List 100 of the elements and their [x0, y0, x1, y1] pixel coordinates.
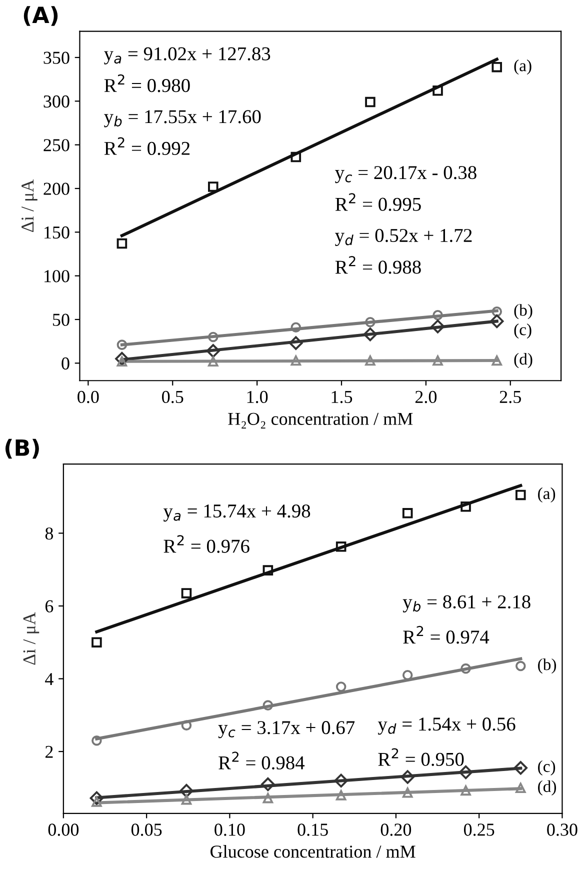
x-tick-label: 0.05 [131, 824, 162, 836]
point [208, 332, 218, 342]
point [90, 791, 104, 805]
series-label: (a) [538, 487, 556, 503]
x-tick-label: 0.15 [298, 824, 328, 836]
point [363, 327, 378, 342]
x-tick-label: 0.30 [547, 824, 578, 836]
annotation: R$^{2}$ = 0.995 [335, 193, 421, 211]
point [402, 670, 413, 680]
point [492, 62, 502, 72]
point [181, 794, 192, 805]
x-axis-title: Glucose concentration / mM [210, 845, 416, 858]
y-tick-label: 8 [45, 527, 54, 540]
annotation: y$_{a}$ = 91.02x + 127.83 [104, 47, 270, 64]
series-label: (c) [538, 760, 556, 776]
series-label: (c) [514, 324, 532, 339]
point [432, 86, 443, 96]
annotation: R$^{2}$ = 0.980 [104, 74, 190, 92]
point [336, 542, 346, 552]
point [400, 770, 414, 784]
point [116, 238, 128, 249]
y-tick-label: 300 [44, 95, 70, 108]
point [116, 340, 128, 350]
y-tick-label: 50 [53, 314, 70, 326]
y-tick-label: 350 [44, 52, 70, 64]
point [290, 152, 302, 162]
annotation: R$^{2}$ = 0.976 [164, 535, 250, 553]
y-tick-label: 250 [44, 139, 70, 152]
point [289, 336, 303, 350]
y-tick-label: 0 [62, 357, 70, 370]
x-tick-label: 1.0 [247, 390, 268, 404]
series-label: (d) [538, 780, 556, 796]
point [402, 788, 413, 798]
point [460, 785, 471, 796]
chart-title: (B) [5, 438, 39, 459]
annotation: y$_{c}$ = 20.17x - 0.38 [335, 166, 476, 184]
x-tick-label: 0.0 [78, 390, 99, 404]
annotation: R$^{2}$ = 0.984 [218, 752, 305, 770]
point [432, 310, 443, 320]
point [492, 355, 502, 366]
point [336, 682, 346, 692]
point [261, 777, 275, 792]
point [430, 320, 445, 334]
point [206, 344, 220, 358]
x-tick-label: 0.10 [214, 824, 245, 836]
annotation: y$_{d}$ = 0.52x + 1.72 [335, 228, 472, 246]
point [402, 508, 413, 518]
x-tick-label: 0.20 [380, 824, 412, 836]
x-tick-label: 0.25 [464, 824, 494, 836]
point [181, 588, 192, 598]
point [116, 356, 128, 367]
y-tick-label: 4 [45, 673, 54, 686]
point [262, 792, 274, 804]
point [208, 182, 218, 192]
point [432, 355, 443, 366]
point [115, 352, 129, 366]
point [181, 720, 192, 730]
point [516, 782, 526, 794]
point [460, 663, 471, 674]
point [365, 355, 376, 366]
annotation: y$_{a}$ = 15.74x + 4.98 [163, 504, 310, 522]
y-tick-label: 2 [45, 746, 53, 758]
y-axis-title: Δi / μA [23, 612, 40, 665]
annotation: R$^{2}$ = 0.950 [378, 748, 464, 766]
point [180, 784, 194, 798]
series-label: (b) [538, 658, 556, 674]
point [516, 490, 526, 500]
point [492, 306, 502, 317]
chart-title: (A) [24, 6, 58, 26]
point [262, 700, 274, 710]
annotation: y$_{c}$ = 3.17x + 0.67 [218, 721, 355, 738]
series-label: (d) [514, 352, 532, 368]
point [365, 96, 376, 108]
point [92, 735, 102, 746]
point [458, 765, 473, 780]
point [514, 761, 528, 775]
point [92, 637, 102, 648]
annotation: R$^{2}$ = 0.992 [104, 137, 190, 156]
y-tick-label: 6 [45, 600, 54, 612]
annotation: y$_{b}$ = 17.55x + 17.60 [104, 110, 261, 128]
x-tick-label: 0.5 [162, 390, 184, 404]
point [490, 314, 504, 328]
point [516, 660, 526, 672]
y-axis-title: Δi / μA [22, 179, 38, 232]
point [365, 316, 376, 328]
x-axis-title: H₂O₂ concentration / mM [228, 412, 413, 428]
y-tick-label: 200 [44, 182, 70, 195]
point [334, 774, 348, 788]
annotation: y$_{d}$ = 1.54x + 0.56 [378, 718, 516, 735]
x-tick-label: 2.5 [500, 390, 521, 404]
point [290, 322, 302, 332]
y-tick-label: 100 [44, 270, 70, 282]
point [290, 355, 302, 366]
annotation: y$_{b}$ = 8.61 + 2.18 [402, 595, 530, 612]
annotation: R$^{2}$ = 0.974 [403, 626, 490, 644]
series-label: (b) [514, 304, 532, 320]
x-tick-label: 0.00 [48, 824, 79, 836]
x-tick-label: 2.0 [415, 390, 437, 404]
point [208, 356, 218, 367]
point [460, 501, 471, 512]
